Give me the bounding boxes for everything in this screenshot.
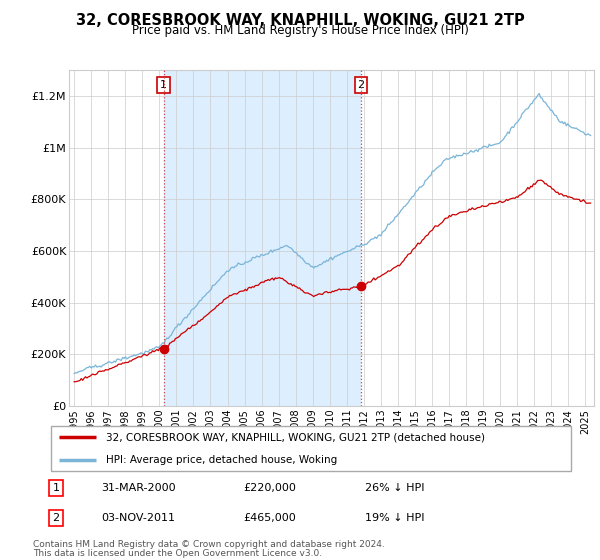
Bar [164,70,361,406]
Text: 1: 1 [160,80,167,90]
Text: Price paid vs. HM Land Registry's House Price Index (HPI): Price paid vs. HM Land Registry's House … [131,24,469,36]
Text: Contains HM Land Registry data © Crown copyright and database right 2024.: Contains HM Land Registry data © Crown c… [33,540,385,549]
Text: This data is licensed under the Open Government Licence v3.0.: This data is licensed under the Open Gov… [33,549,322,558]
FancyBboxPatch shape [50,426,571,471]
Text: £465,000: £465,000 [244,513,296,523]
Text: 32, CORESBROOK WAY, KNAPHILL, WOKING, GU21 2TP (detached house): 32, CORESBROOK WAY, KNAPHILL, WOKING, GU… [106,432,485,442]
Text: HPI: Average price, detached house, Woking: HPI: Average price, detached house, Woki… [106,455,337,465]
Text: 26% ↓ HPI: 26% ↓ HPI [365,483,424,493]
Text: 1: 1 [52,483,59,493]
Text: 19% ↓ HPI: 19% ↓ HPI [365,513,424,523]
Text: 2: 2 [52,513,59,523]
Text: 31-MAR-2000: 31-MAR-2000 [101,483,175,493]
Text: 32, CORESBROOK WAY, KNAPHILL, WOKING, GU21 2TP: 32, CORESBROOK WAY, KNAPHILL, WOKING, GU… [76,13,524,29]
Text: 2: 2 [358,80,365,90]
Text: 03-NOV-2011: 03-NOV-2011 [101,513,175,523]
Text: £220,000: £220,000 [244,483,296,493]
